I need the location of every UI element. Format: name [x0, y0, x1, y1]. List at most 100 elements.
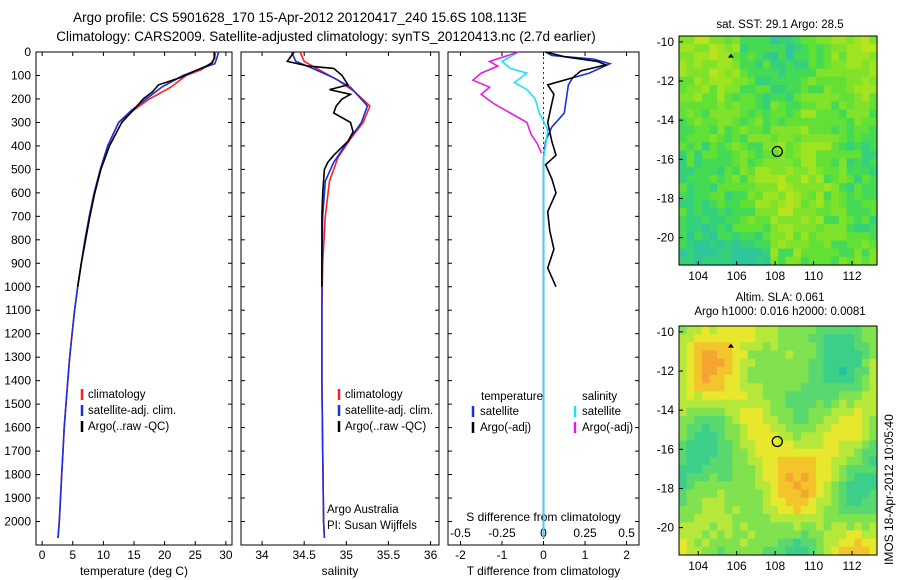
map-cell: [823, 399, 832, 409]
map-cell: [724, 530, 733, 540]
map-cell: [747, 546, 756, 556]
map-cell: [717, 60, 726, 70]
map-cell: [732, 158, 741, 168]
legend-entry: Argo(-adj): [480, 422, 531, 434]
map-cell: [816, 248, 825, 258]
map-cell: [694, 383, 703, 393]
map-cell: [785, 134, 794, 143]
map-cell: [838, 68, 848, 78]
map-cell: [778, 489, 787, 499]
map-cell: [770, 240, 779, 250]
map-cell: [724, 465, 733, 474]
map-cell: [701, 424, 711, 433]
map-cell: [861, 432, 870, 442]
map-cell: [800, 440, 810, 450]
map-cell: [816, 199, 825, 209]
map-cell: [739, 415, 749, 425]
map-cell: [686, 166, 695, 176]
map-cell: [755, 358, 764, 368]
map-cell: [838, 342, 848, 352]
map-cell: [854, 93, 863, 103]
map-cell: [800, 109, 810, 119]
map-cell: [686, 36, 695, 45]
map-cell: [755, 109, 764, 119]
map-cell: [724, 456, 733, 466]
map-cell: [709, 465, 718, 474]
argo-position-marker: [771, 145, 783, 158]
map-cell: [838, 52, 848, 62]
map-cell: [800, 350, 810, 360]
map-cell: [724, 473, 733, 482]
map-cell: [717, 546, 726, 556]
map-cell: [679, 60, 688, 70]
map-cell: [686, 85, 695, 94]
map-cell: [770, 375, 779, 384]
map-cell: [861, 240, 870, 250]
map-cell: [694, 60, 703, 70]
map-cell: [808, 391, 817, 401]
map-cell: [778, 481, 787, 491]
map-cell: [846, 342, 855, 352]
map-cell: [800, 342, 810, 352]
map-cell: [793, 407, 802, 417]
map-cell: [800, 522, 810, 532]
map-cell: [846, 256, 855, 266]
map-cell: [861, 350, 870, 360]
map-cell: [755, 199, 764, 209]
map-cell: [869, 538, 878, 548]
map-cell: [694, 334, 703, 343]
map-cell: [724, 448, 733, 458]
map-cell: [724, 383, 733, 393]
map-cell: [770, 207, 779, 217]
map-cell: [762, 191, 771, 201]
map-cell: [861, 93, 870, 103]
map-cell: [800, 334, 810, 343]
map-cell: [778, 183, 787, 192]
map-cell: [732, 497, 741, 507]
map-cell: [816, 514, 825, 523]
y-tick-label: 1600: [4, 421, 31, 435]
map-cell: [793, 52, 802, 62]
map-cell: [823, 530, 832, 540]
map-cell: [770, 358, 779, 368]
map-cell: [732, 383, 741, 393]
map-cell: [800, 76, 810, 86]
map-cell: [755, 342, 764, 352]
series-line-s-satellite: [500, 51, 549, 538]
map-cell: [717, 366, 726, 376]
map-cell: [709, 399, 718, 409]
map-cell: [800, 183, 810, 192]
map-cell: [831, 334, 840, 343]
map-cell: [762, 68, 771, 78]
map-cell: [686, 522, 695, 532]
map-cell: [808, 358, 817, 368]
map-cell: [869, 36, 878, 45]
map-cell: [709, 166, 718, 176]
map-cell: [800, 538, 810, 548]
map-cell: [778, 232, 787, 242]
map-cell: [778, 505, 787, 515]
map-cell: [838, 207, 848, 217]
map-cell: [770, 36, 779, 45]
map-cell: [717, 44, 726, 53]
map-cell: [800, 391, 810, 401]
map-cell: [831, 134, 840, 143]
map-cell: [679, 391, 688, 401]
map-cell: [770, 199, 779, 209]
figure-title-line1: Argo profile: CS 5901628_170 15-Apr-2012…: [73, 10, 527, 25]
map-cell: [854, 150, 863, 160]
map-cell: [747, 366, 756, 376]
map-cell: [785, 473, 794, 482]
map-cell: [778, 215, 787, 225]
map-cell: [793, 432, 802, 442]
map-cell: [854, 199, 863, 209]
map-cell: [785, 175, 794, 184]
map-cell: [808, 415, 817, 425]
map-cell: [869, 142, 878, 152]
map-cell: [861, 68, 870, 78]
map-cell: [785, 538, 794, 548]
map-cell: [838, 166, 848, 176]
map-cell: [747, 101, 756, 111]
map-cell: [701, 68, 711, 78]
map-cell: [717, 117, 726, 127]
